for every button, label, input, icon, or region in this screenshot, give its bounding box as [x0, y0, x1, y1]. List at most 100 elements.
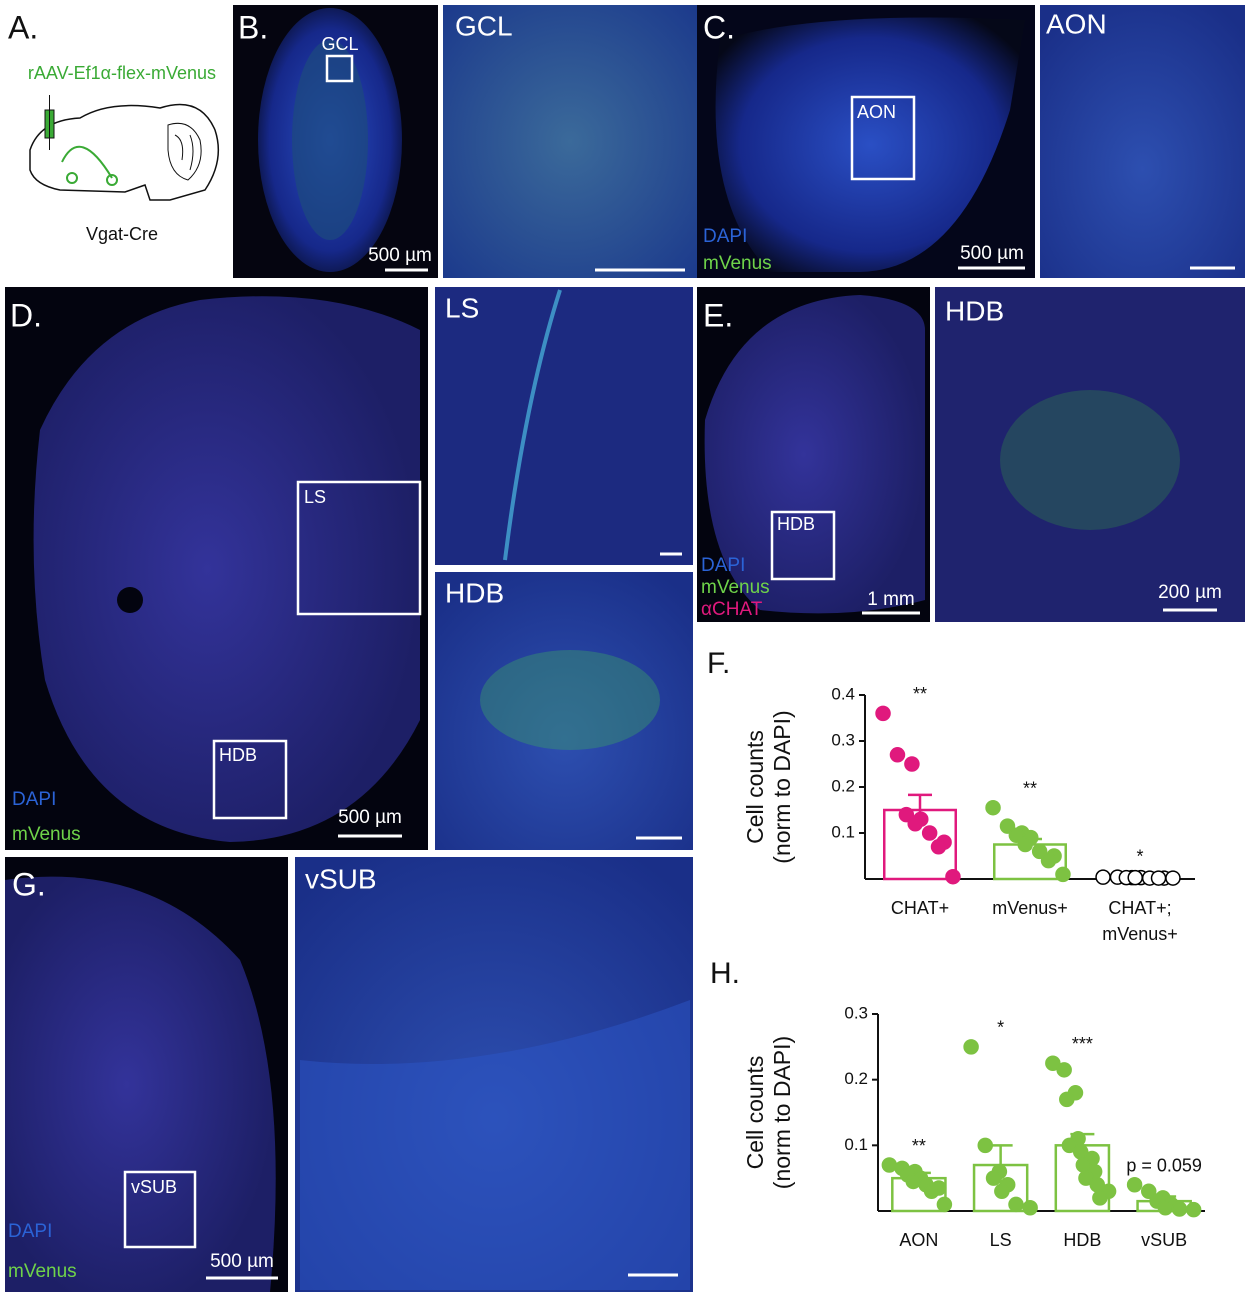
- panel-g: G. vSUB DAPI mVenus 500 µm vSUB: [5, 857, 693, 1292]
- data-point: [1127, 869, 1143, 886]
- data-point: [1185, 1201, 1202, 1218]
- x-tick-label-box: CHAT+; mVenus+: [1102, 898, 1178, 944]
- x-tick-label-box: CHAT+: [891, 898, 949, 918]
- panel-e: E. HDB DAPI mVenus αCHAT 1 mm HDB 200 µm: [697, 287, 1245, 622]
- data-point: [1022, 1199, 1038, 1216]
- data-point: [889, 747, 906, 763]
- mouse-line: Vgat-Cre: [86, 224, 158, 244]
- soma: [66, 172, 78, 184]
- significance: p = 0.059: [1126, 1155, 1202, 1175]
- projection: [61, 145, 113, 179]
- significance: **: [1023, 778, 1037, 798]
- significance: **: [913, 684, 927, 704]
- legend-mvenus: mVenus: [701, 577, 770, 598]
- chart-title: F.: [707, 647, 730, 680]
- image-feature: [300, 1000, 690, 1290]
- image-feature: [503, 289, 562, 561]
- x-tick-label: vSUB: [1141, 1230, 1188, 1250]
- roi-label: AON: [857, 102, 896, 122]
- panel-a: A. rAAV-Ef1α-flex-mVenus Vgat-Cre: [8, 9, 220, 244]
- data-point: [1157, 1199, 1174, 1216]
- panel-label: B.: [238, 9, 268, 45]
- data-point: [1008, 827, 1025, 844]
- data-point: [921, 825, 938, 841]
- image-ventricle: [117, 587, 143, 613]
- panel-c: C. AON DAPI mVenus 500 µm AON: [697, 5, 1245, 278]
- data-point: [1055, 866, 1071, 883]
- legend-mvenus: mVenus: [12, 824, 81, 845]
- data-point: [881, 1157, 898, 1173]
- data-point: [907, 816, 923, 832]
- y-tick-label: 0.4: [831, 684, 855, 703]
- image-tissue: [5, 876, 276, 1292]
- y-tick-label: 0.3: [844, 1003, 868, 1022]
- scale-text: 1 mm: [867, 589, 915, 610]
- data-point: [930, 839, 947, 855]
- y-tick-label: 0.2: [831, 776, 855, 795]
- significance: *: [997, 1018, 1004, 1038]
- x-tick-label-box: vSUB: [1141, 1230, 1188, 1250]
- data-point: [1061, 1137, 1078, 1154]
- x-tick-label: LS: [989, 1230, 1012, 1250]
- y-tick-label: 0.1: [831, 822, 855, 841]
- image-feature: [480, 650, 660, 750]
- data-point: [985, 799, 1001, 816]
- roi-label: LS: [304, 487, 326, 507]
- scale-text: 200 µm: [1158, 582, 1222, 603]
- data-point: [875, 705, 891, 722]
- data-point: [1092, 1190, 1108, 1206]
- data-point: [1078, 1170, 1094, 1186]
- x-tick-label: HDB: [1063, 1230, 1102, 1250]
- image-tissue: [292, 40, 368, 240]
- brain-sketch: [29, 103, 220, 201]
- panel-label: A.: [8, 9, 38, 45]
- panel-title: HDB: [445, 577, 504, 608]
- data-point: [1031, 843, 1048, 860]
- data-point: [1045, 1055, 1061, 1071]
- roi-box: [325, 54, 354, 83]
- x-tick-label: mVenus+: [992, 898, 1068, 918]
- scale-text: 500 µm: [960, 243, 1024, 264]
- legend-mvenus: mVenus: [703, 253, 772, 274]
- panel-label: E.: [703, 297, 733, 333]
- data-point: [1095, 869, 1111, 885]
- data-point: [1150, 870, 1167, 886]
- panel-label: G.: [12, 866, 46, 902]
- data-point: [905, 1173, 922, 1190]
- panel-b: B. GCL 500 µm GCL: [233, 5, 697, 278]
- panel-title: vSUB: [305, 863, 377, 894]
- chart-title: H.: [710, 957, 740, 990]
- x-tick-label: CHAT+; mVenus+: [1102, 898, 1178, 944]
- legend-mvenus: mVenus: [8, 1261, 77, 1282]
- data-point: [1056, 1062, 1072, 1078]
- y-axis-label-line: (norm to DAPI): [769, 1036, 795, 1189]
- x-tick-label-box: LS: [989, 1230, 1012, 1250]
- x-tick-label: AON: [899, 1230, 939, 1250]
- data-point: [923, 1183, 940, 1200]
- significance: **: [912, 1136, 926, 1156]
- data-point: [904, 756, 920, 772]
- y-axis-label: Cell counts(norm to DAPI): [742, 710, 795, 863]
- roi-box: [123, 1170, 197, 1249]
- data-point: [1171, 1201, 1188, 1217]
- y-axis-label-line: (norm to DAPI): [769, 710, 795, 863]
- data-point: [963, 1039, 979, 1055]
- data-point: [985, 1170, 1002, 1186]
- roi-label: HDB: [777, 514, 815, 534]
- legend-dapi: DAPI: [12, 789, 56, 810]
- roi-label: vSUB: [131, 1177, 177, 1197]
- image-tissue: [715, 17, 1025, 272]
- panel-title: LS: [445, 292, 479, 323]
- data-point: [945, 868, 961, 885]
- roi-label: HDB: [219, 745, 257, 765]
- data-point: [1008, 1196, 1024, 1213]
- image: [435, 287, 693, 565]
- charts: F. Cell counts(norm to DAPI) 0.1 0.2 0.3 0.4 *…: [707, 647, 1205, 1250]
- data-point: [898, 806, 915, 823]
- image-tissue: [33, 296, 421, 842]
- x-tick-label-box: HDB: [1063, 1230, 1102, 1250]
- x-tick-label-box: mVenus+: [992, 898, 1068, 918]
- scale-text: 500 µm: [338, 807, 402, 828]
- data-point: [1017, 836, 1033, 853]
